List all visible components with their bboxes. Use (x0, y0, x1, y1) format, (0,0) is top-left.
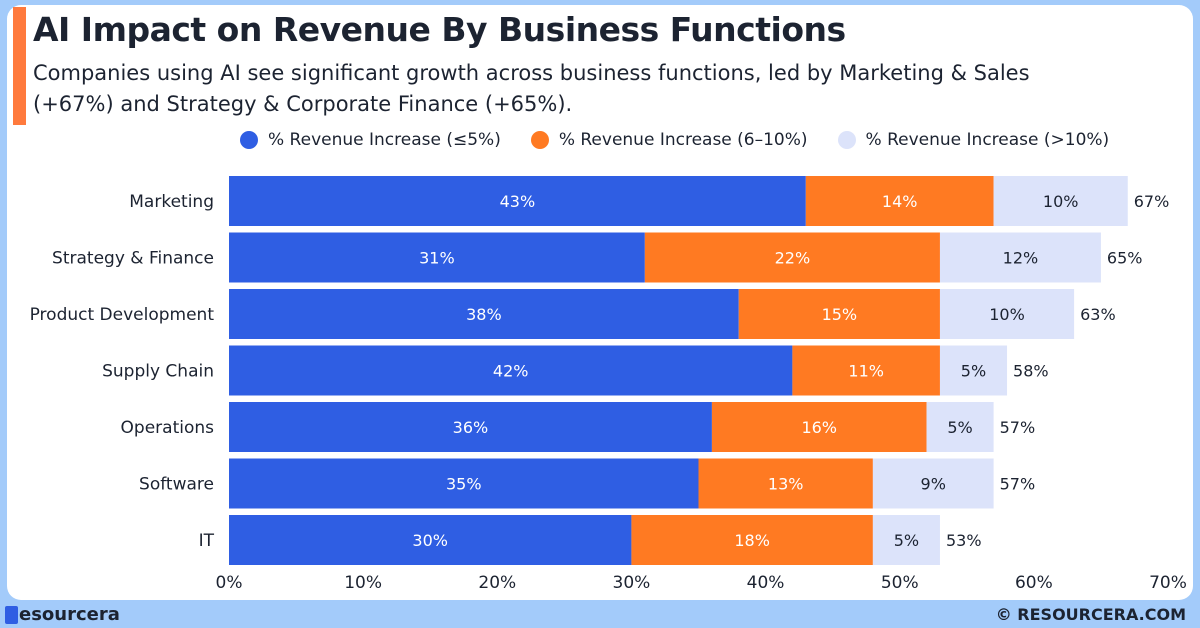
data-label: 43% (500, 192, 536, 211)
bar-segment (711, 402, 927, 452)
data-label: 14% (882, 192, 918, 211)
data-label: 35% (446, 475, 482, 494)
data-label: 16% (801, 418, 837, 437)
x-tick-label: 60% (1015, 573, 1053, 593)
total-label: 53% (946, 531, 982, 550)
bar-segment (229, 232, 645, 283)
x-tick-label: 0% (216, 573, 243, 593)
total-label: 63% (1080, 305, 1116, 324)
data-label: 11% (848, 362, 884, 381)
legend-item-mid: % Revenue Increase (6–10%) (530, 130, 808, 150)
bar-segment (631, 515, 873, 565)
data-label: 9% (921, 475, 946, 494)
data-label: 38% (466, 305, 502, 324)
bar-segment (738, 289, 940, 339)
bar-segment (939, 232, 1101, 283)
bar-segment (229, 345, 793, 396)
category-label: Product Development (30, 305, 215, 325)
data-label: 36% (453, 418, 489, 437)
legend-label: % Revenue Increase (≤5%) (268, 130, 501, 150)
legend-label: % Revenue Increase (6–10%) (558, 130, 808, 150)
category-label: Marketing (129, 192, 214, 212)
data-label: 12% (1003, 249, 1039, 268)
data-label: 18% (734, 531, 770, 550)
legend: % Revenue Increase (≤5%) % Revenue Incre… (240, 130, 1109, 150)
resourcera-logo: esourcera (5, 604, 120, 625)
total-label: 58% (1013, 362, 1049, 381)
data-label: 13% (768, 475, 804, 494)
data-label: 31% (419, 249, 455, 268)
x-tick-label: 20% (478, 573, 516, 593)
bar-segment (939, 345, 1008, 396)
data-label: 5% (947, 418, 972, 437)
category-label: Operations (121, 418, 215, 438)
x-tick-label: 50% (881, 573, 919, 593)
x-tick-label: 10% (344, 573, 382, 593)
data-label: 42% (493, 362, 529, 381)
category-label: Strategy & Finance (52, 249, 214, 269)
legend-label: % Revenue Increase (>10%) (865, 130, 1110, 150)
bar-segment (229, 289, 739, 339)
data-label: 30% (412, 531, 448, 550)
legend-swatch-mid (530, 131, 549, 149)
bar-segment (644, 232, 940, 283)
total-label: 65% (1107, 249, 1143, 268)
chart-title: AI Impact on Revenue By Business Functio… (33, 10, 846, 49)
total-label: 57% (1000, 475, 1036, 494)
total-label: 67% (1134, 192, 1170, 211)
bar-segment (229, 402, 712, 452)
bar-segment (792, 345, 940, 396)
bar-segment (872, 515, 940, 565)
bar-segment (229, 458, 699, 509)
legend-item-low: % Revenue Increase (≤5%) (240, 130, 501, 150)
bar-segment (805, 176, 994, 226)
bar-segment (926, 402, 994, 452)
bar-segment (872, 458, 994, 509)
category-label: Supply Chain (102, 362, 214, 382)
bar-segment (229, 515, 632, 565)
legend-swatch-high (837, 131, 856, 149)
legend-swatch-low (240, 131, 258, 149)
bar-segment (939, 289, 1075, 339)
data-label: 10% (1043, 192, 1079, 211)
bar-segment (229, 176, 806, 226)
category-label: Software (139, 475, 214, 495)
data-label: 15% (822, 305, 858, 324)
legend-item-high: % Revenue Increase (>10%) (837, 130, 1110, 150)
bar-segment (993, 176, 1128, 226)
accent-bar (13, 7, 26, 125)
x-tick-label: 70% (1149, 573, 1187, 593)
data-label: 5% (961, 362, 986, 381)
copyright: © RESOURCERA.COM (995, 605, 1186, 624)
x-tick-label: 40% (747, 573, 785, 593)
logo-mark-icon (5, 605, 18, 624)
x-tick-label: 30% (613, 573, 651, 593)
data-label: 22% (775, 249, 811, 268)
total-label: 57% (1000, 418, 1036, 437)
chart-subtitle: Companies using AI see significant growt… (33, 61, 1030, 116)
data-label: 5% (894, 531, 919, 550)
bar-segment (698, 458, 873, 509)
logo-text: esourcera (19, 604, 120, 625)
category-label: IT (199, 531, 215, 551)
data-label: 10% (989, 305, 1025, 324)
